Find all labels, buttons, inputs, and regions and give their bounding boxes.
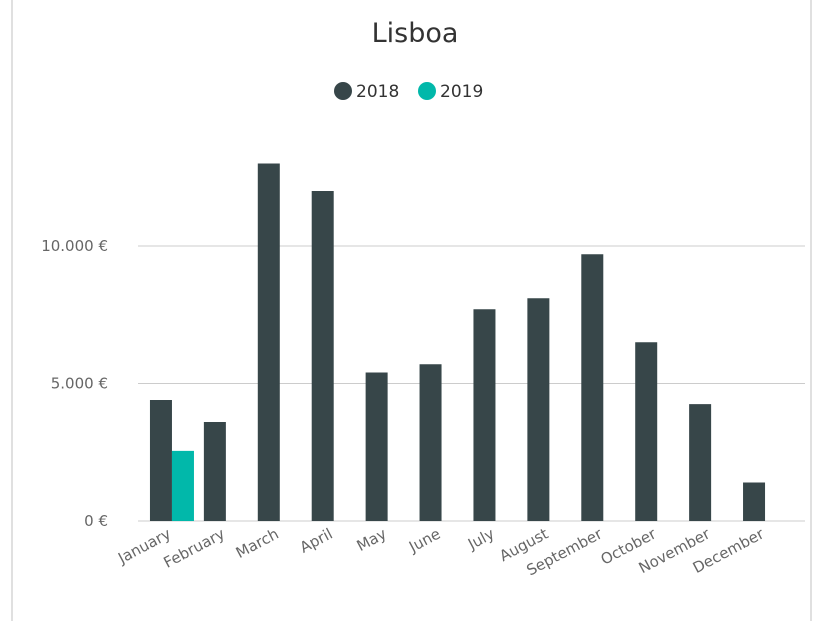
bar [311, 191, 334, 521]
bar [689, 404, 712, 521]
x-tick-label: June [405, 525, 443, 557]
x-tick-label: July [464, 525, 497, 554]
legend-label: 2018 [356, 82, 399, 102]
y-tick-label: 5.000 € [51, 375, 108, 393]
bar [365, 372, 388, 521]
bar [149, 400, 172, 521]
bar [527, 298, 550, 521]
legend-marker [418, 82, 436, 100]
legend-label: 2019 [440, 82, 483, 102]
x-tick-label: April [297, 525, 336, 557]
bar [581, 254, 604, 521]
bar [473, 309, 496, 521]
legend-marker [334, 82, 352, 100]
bar [743, 482, 766, 521]
bar [203, 422, 226, 521]
x-tick-label: March [233, 525, 282, 562]
bar [257, 163, 280, 521]
chart-title: Lisboa [372, 18, 459, 49]
x-tick-label: February [161, 525, 228, 572]
bar [171, 450, 194, 521]
bar [635, 342, 658, 521]
bar [419, 364, 442, 521]
x-tick-label: May [354, 525, 390, 556]
y-tick-label: 0 € [84, 512, 108, 530]
y-tick-label: 10.000 € [41, 237, 108, 255]
